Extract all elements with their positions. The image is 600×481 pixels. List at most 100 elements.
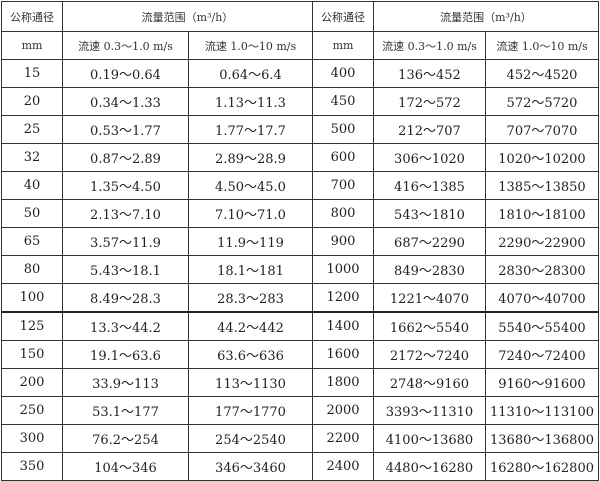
table-cell: 1810～18100 (485, 199, 599, 228)
table-cell: 300 (1, 424, 63, 453)
table-cell: 5540～55400 (485, 311, 599, 341)
table-cell: 2748～9160 (373, 368, 486, 397)
header-unit: mm (312, 31, 374, 60)
table-cell: 1221～4070 (373, 283, 486, 313)
table-row: 15 0.19～0.64 0.64～6.4 400 136～452 452～4520 (1, 59, 599, 88)
table-cell: 1400 (312, 311, 374, 341)
header-diameter: 公称通径 (1, 1, 63, 32)
table-row: 65 3.57～11.9 11.9～119 900 687～2290 2290～22900 (1, 227, 599, 256)
table-cell: 0.19～0.64 (62, 59, 189, 88)
table-cell: 1662～5540 (373, 311, 486, 341)
table-cell: 1600 (312, 340, 374, 369)
table-cell: 15 (1, 59, 63, 88)
table-cell: 1.77～17.7 (188, 115, 313, 144)
table-cell: 707～7070 (485, 115, 599, 144)
table-cell: 11310～113100 (485, 396, 599, 425)
table-cell: 1020～10200 (485, 143, 599, 172)
table-row: 350 104～346 346～3460 2400 4480～16280 16280～16… (1, 452, 599, 481)
table-cell: 346～3460 (188, 452, 313, 481)
table-cell: 172～572 (373, 87, 486, 116)
table-cell: 1.13～11.3 (188, 87, 313, 116)
table-cell: 4100～13680 (373, 424, 486, 453)
table-row: 80 5.43～18.1 18.1～181 1000 849～2830 2830～2830… (1, 255, 599, 284)
table-cell: 32 (1, 143, 63, 172)
header-speed-high: 流速 1.0～10 m/s (188, 31, 313, 60)
table-cell: 8.49～28.3 (62, 283, 189, 313)
table-cell: 3393～11310 (373, 396, 486, 425)
table-row: 40 1.35～4.50 4.50～45.0 700 416～1385 1385～1385… (1, 171, 599, 200)
table-cell: 3.57～11.9 (62, 227, 189, 256)
table-cell: 600 (312, 143, 374, 172)
table-cell: 80 (1, 255, 63, 284)
table-cell: 136～452 (373, 59, 486, 88)
table-cell: 2.89～28.9 (188, 143, 313, 172)
table-cell: 65 (1, 227, 63, 256)
table-cell: 19.1～63.6 (62, 340, 189, 369)
table-cell: 0.34～1.33 (62, 87, 189, 116)
table-row: 32 0.87～2.89 2.89～28.9 600 306～1020 1020～1020… (1, 143, 599, 172)
table-cell: 177～1770 (188, 396, 313, 425)
table-cell: 2.13～7.10 (62, 199, 189, 228)
table-cell: 254～2540 (188, 424, 313, 453)
table-cell: 500 (312, 115, 374, 144)
table-cell: 2400 (312, 452, 374, 481)
table-cell: 2000 (312, 396, 374, 425)
table-cell: 5.43～18.1 (62, 255, 189, 284)
table-row: 25 0.53～1.77 1.77～17.7 500 212～707 707～7070 (1, 115, 599, 144)
table-cell: 687～2290 (373, 227, 486, 256)
table-cell: 900 (312, 227, 374, 256)
table-cell: 63.6～636 (188, 340, 313, 369)
table-row: 100 8.49～28.3 28.3～283 1200 1221～4070 4070～40… (1, 283, 599, 313)
table-cell: 400 (312, 59, 374, 88)
table-cell: 13.3～44.2 (62, 311, 189, 341)
table-row: 150 19.1～63.6 63.6～636 1600 2172～7240 7240～72… (1, 340, 599, 369)
table-cell: 450 (312, 87, 374, 116)
table-cell: 44.2～442 (188, 311, 313, 341)
header-speed-low: 流速 0.3～1.0 m/s (373, 31, 486, 60)
header-row-2: mm 流速 0.3～1.0 m/s 流速 1.0～10 m/s mm 流速 0.… (1, 31, 599, 60)
table-cell: 1.35～4.50 (62, 171, 189, 200)
table-cell: 543～1810 (373, 199, 486, 228)
table-cell: 100 (1, 283, 63, 313)
table-cell: 200 (1, 368, 63, 397)
header-speed-low: 流速 0.3～1.0 m/s (62, 31, 189, 60)
table-cell: 4070～40700 (485, 283, 599, 313)
table-cell: 28.3～283 (188, 283, 313, 313)
table-cell: 2200 (312, 424, 374, 453)
table-cell: 33.9～113 (62, 368, 189, 397)
table-cell: 76.2～254 (62, 424, 189, 453)
header-flow-range: 流量范围（m³/h） (373, 1, 599, 32)
table-cell: 7.10～71.0 (188, 199, 313, 228)
table-cell: 18.1～181 (188, 255, 313, 284)
header-diameter: 公称通径 (312, 1, 374, 32)
table-cell: 1200 (312, 283, 374, 313)
table-cell: 452～4520 (485, 59, 599, 88)
table-row: 20 0.34～1.33 1.13～11.3 450 172～572 572～5720 (1, 87, 599, 116)
table-cell: 9160～91600 (485, 368, 599, 397)
table-cell: 20 (1, 87, 63, 116)
table-cell: 125 (1, 311, 63, 341)
header-unit: mm (1, 31, 63, 60)
table-row: 300 76.2～254 254～2540 2200 4100～13680 13680～1… (1, 424, 599, 453)
table-cell: 13680～136800 (485, 424, 599, 453)
table-cell: 572～5720 (485, 87, 599, 116)
table-cell: 849～2830 (373, 255, 486, 284)
table-cell: 250 (1, 396, 63, 425)
table-cell: 4.50～45.0 (188, 171, 313, 200)
table-cell: 350 (1, 452, 63, 481)
table-row: 125 13.3～44.2 44.2～442 1400 1662～5540 5540～55… (1, 311, 599, 341)
table-cell: 16280～162800 (485, 452, 599, 481)
table-cell: 306～1020 (373, 143, 486, 172)
table-row: 50 2.13～7.10 7.10～71.0 800 543～1810 1810～1810… (1, 199, 599, 228)
table-cell: 2830～28300 (485, 255, 599, 284)
table-cell: 1000 (312, 255, 374, 284)
table-cell: 150 (1, 340, 63, 369)
table-cell: 800 (312, 199, 374, 228)
table-cell: 0.87～2.89 (62, 143, 189, 172)
table-cell: 1800 (312, 368, 374, 397)
table-cell: 50 (1, 199, 63, 228)
table-row: 250 53.1～177 177～1770 2000 3393～11310 11310～1… (1, 396, 599, 425)
table-cell: 212～707 (373, 115, 486, 144)
table-cell: 25 (1, 115, 63, 144)
